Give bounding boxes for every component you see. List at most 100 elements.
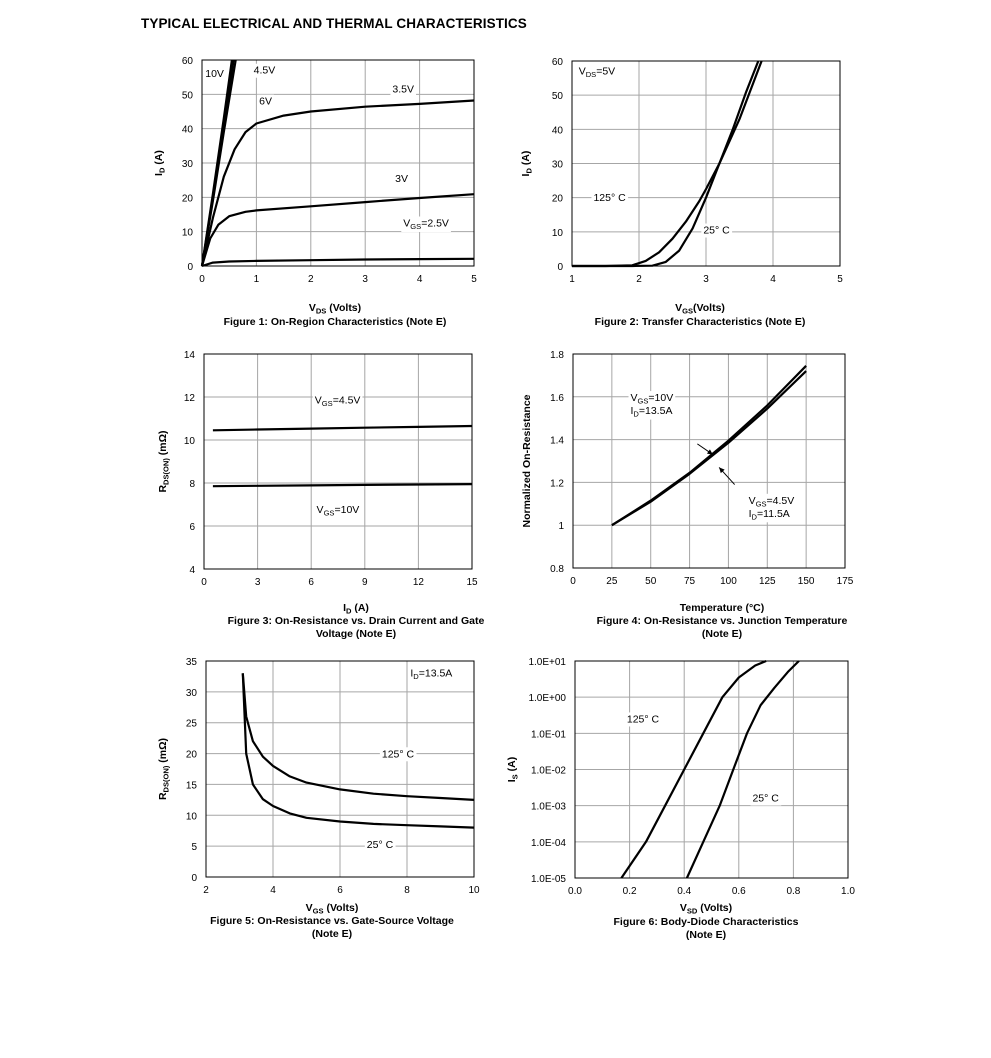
series-label: 25° C	[752, 793, 779, 805]
x-tick-label: 8	[404, 885, 410, 896]
y-tick-label: 12	[184, 393, 196, 404]
series-line	[685, 660, 800, 879]
y-tick-label: 30	[552, 160, 564, 171]
x-axis-title: Temperature (°C)	[680, 602, 765, 614]
series-label: 4.5V	[254, 65, 276, 77]
series-label: 10V	[205, 68, 224, 80]
x-tick-label: 2	[203, 885, 209, 896]
x-tick-label: 100	[720, 576, 737, 587]
series-label: VGS=4.5V	[749, 495, 795, 509]
x-tick-label: 0.2	[623, 886, 637, 897]
y-tick-label: 20	[552, 194, 564, 205]
y-axis-title: ID (A)	[153, 150, 167, 176]
plot-frame	[571, 60, 841, 267]
plot-frame	[201, 59, 475, 267]
x-tick-label: 3	[255, 577, 261, 588]
y-tick-label: 40	[182, 125, 194, 136]
y-tick-label: 50	[182, 90, 194, 101]
x-tick-label: 9	[362, 577, 368, 588]
y-tick-label: 1.4	[550, 436, 564, 447]
x-tick-label: 0.4	[677, 886, 691, 897]
x-tick-label: 125	[759, 576, 776, 587]
series-line	[241, 673, 475, 801]
y-axis-title: RDS(ON) (mΩ)	[157, 738, 171, 800]
figure-caption: Figure 6: Body-Diode Characteristics	[614, 916, 799, 928]
y-tick-label: 1.0E+00	[528, 693, 566, 704]
label-background	[591, 191, 629, 206]
x-tick-label: 6	[308, 577, 314, 588]
figure-caption: Figure 1: On-Region Characteristics (Not…	[224, 316, 447, 328]
series-line	[572, 60, 760, 268]
series-label: VGS=2.5V	[403, 218, 449, 232]
x-axis-title: VDS (Volts)	[309, 302, 361, 316]
y-tick-label: 30	[182, 159, 194, 170]
x-tick-label: 1	[569, 274, 575, 285]
y-tick-label: 20	[182, 193, 194, 204]
label-background	[312, 393, 363, 409]
x-axis-title: VSD (Volts)	[680, 902, 732, 916]
x-axis-title: VGS (Volts)	[306, 902, 359, 916]
fig3-chart: 0 3 6 9 12 15 4 6 8 10 12 14 VGS=4.5V VGS=10V ID (A) RD…	[157, 350, 485, 640]
label-background	[364, 837, 396, 852]
label-background	[408, 666, 455, 682]
x-tick-label: 0	[570, 576, 576, 587]
label-background	[314, 503, 362, 519]
series-label: ID=13.5A	[410, 667, 452, 681]
series-label: 125° C	[382, 748, 415, 760]
series-label: 25° C	[367, 839, 394, 851]
x-tick-label: 0	[201, 577, 207, 588]
series-label: 3V	[395, 173, 408, 185]
fig5-chart: 2 4 6 8 10 0 5 10 15 20 25 30 35 ID=13.5A 125° C 25° C V…	[157, 657, 480, 940]
y-tick-label: 50	[552, 91, 564, 102]
y-tick-label: 35	[186, 657, 198, 668]
figure-caption: (Note E)	[312, 928, 352, 940]
y-tick-label: 1.0E-05	[531, 874, 566, 885]
x-tick-label: 1.0	[841, 886, 855, 897]
series-line	[241, 673, 475, 829]
figure-caption: Figure 5: On-Resistance vs. Gate-Source …	[210, 915, 454, 927]
figure-caption: Figure 2: Transfer Characteristics (Note…	[595, 316, 806, 328]
x-tick-label: 5	[471, 274, 477, 285]
plot-frame	[203, 353, 473, 570]
series-label: ID=11.5A	[749, 508, 790, 522]
y-axis-title: RDS(ON) (mΩ)	[157, 430, 171, 492]
series-label: 3.5V	[392, 84, 414, 96]
label-background	[750, 791, 782, 806]
page-title: TYPICAL ELECTRICAL AND THERMAL CHARACTER…	[141, 16, 527, 31]
label-background	[251, 63, 278, 78]
label-background	[203, 67, 226, 82]
y-tick-label: 15	[186, 780, 198, 791]
series-label: 25° C	[703, 225, 730, 237]
label-background	[401, 216, 451, 233]
fig4-chart: 0 25 50 75 100 125 150 175 0.8 1 1.2 1.4 1.6 1.8 VGS=1…	[521, 350, 854, 640]
label-background	[628, 404, 675, 420]
series-line	[212, 483, 473, 488]
y-tick-label: 20	[186, 750, 198, 761]
y-tick-label: 60	[182, 56, 194, 67]
x-axis-title: VGS(Volts)	[675, 302, 725, 316]
y-axis-title: ID (A)	[520, 151, 534, 177]
label-background	[576, 64, 618, 81]
y-tick-label: 10	[552, 228, 564, 239]
series-label: ID=13.5A	[631, 405, 673, 419]
label-background	[393, 171, 410, 186]
y-tick-label: 1.8	[550, 350, 564, 361]
plot-frame	[574, 660, 849, 879]
figure-caption: Figure 4: On-Resistance vs. Junction Tem…	[597, 615, 848, 627]
series-label: VGS=4.5V	[315, 394, 361, 408]
x-tick-label: 0.0	[568, 886, 582, 897]
y-tick-label: 30	[186, 688, 198, 699]
x-tick-label: 0.6	[732, 886, 746, 897]
label-background	[390, 82, 417, 97]
label-background	[628, 391, 676, 407]
figure-caption: (Note E)	[702, 628, 742, 640]
y-tick-label: 10	[182, 228, 194, 239]
plot-frame	[205, 660, 475, 878]
y-tick-label: 1.6	[550, 393, 564, 404]
x-tick-label: 10	[468, 885, 480, 896]
x-tick-label: 2	[308, 274, 314, 285]
x-tick-label: 175	[837, 576, 854, 587]
y-tick-label: 1.0E-02	[531, 766, 566, 777]
